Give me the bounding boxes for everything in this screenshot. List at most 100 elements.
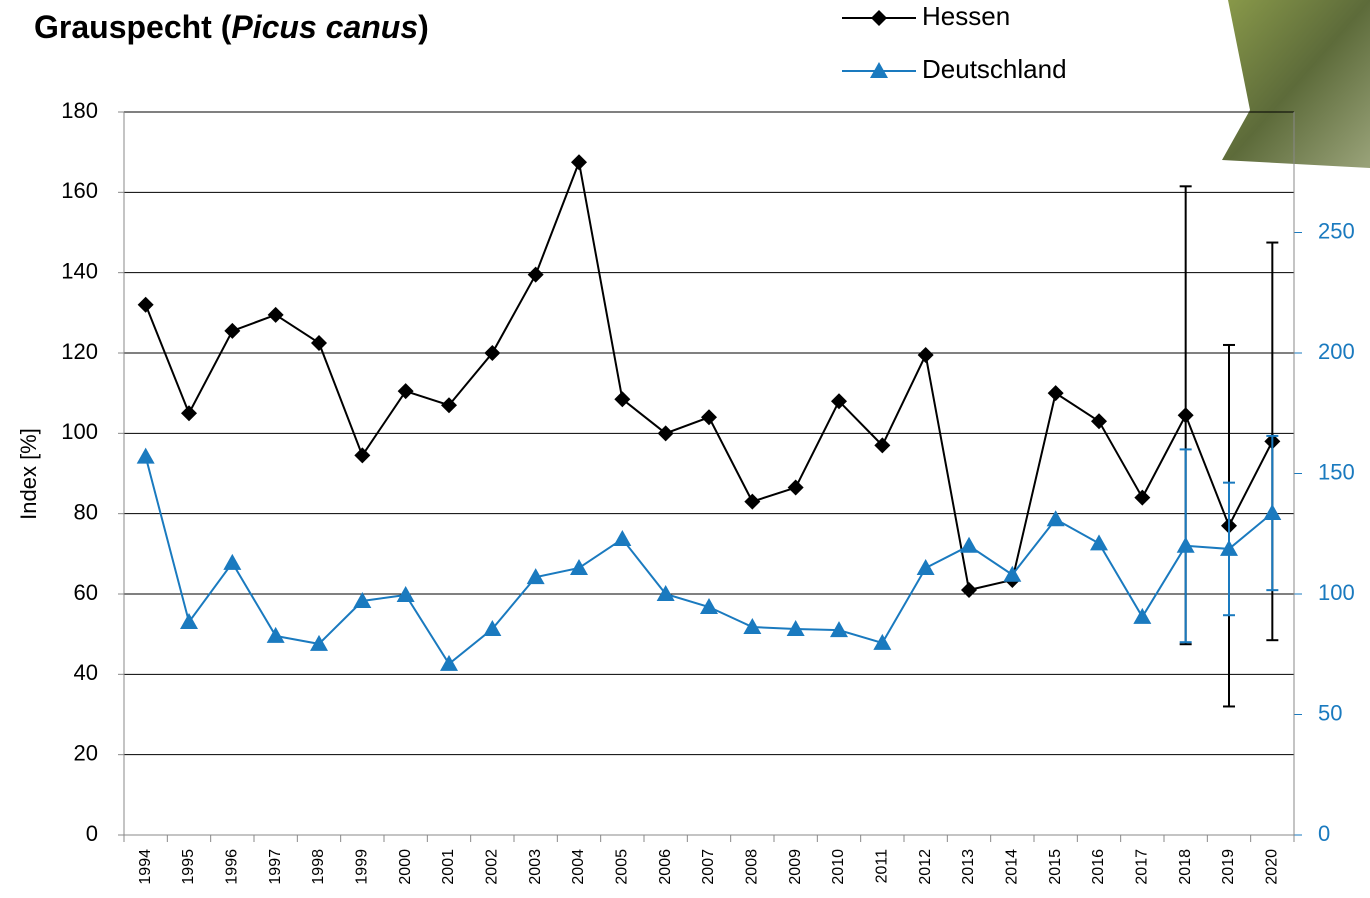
y-axis-label: Index [%] — [16, 428, 41, 520]
marker — [1133, 607, 1152, 624]
series-line — [144, 158, 1274, 592]
legend-label: Deutschland — [922, 54, 1067, 84]
y-tick-label: 60 — [74, 580, 98, 605]
x-tick-label: 2014 — [1004, 849, 1021, 885]
x-tick-label: 2015 — [1047, 849, 1064, 885]
x-tick-label: 2010 — [830, 849, 847, 885]
x-tick-label: 1998 — [310, 849, 327, 885]
y2-tick-label: 200 — [1318, 339, 1355, 364]
x-tick-label: 2003 — [527, 849, 544, 885]
x-tick-label: 2018 — [1177, 849, 1194, 885]
marker — [397, 383, 414, 400]
marker — [1263, 504, 1282, 521]
marker — [1090, 534, 1108, 551]
x-tick-label: 2019 — [1220, 849, 1237, 885]
marker — [137, 296, 154, 313]
marker — [786, 619, 805, 636]
marker — [1134, 489, 1151, 506]
x-tick-label: 1996 — [224, 849, 241, 885]
marker — [614, 391, 631, 408]
marker — [441, 397, 457, 414]
title-part: Grauspecht ( — [34, 9, 232, 45]
marker — [961, 581, 977, 598]
marker — [701, 409, 717, 426]
y2-tick-label: 100 — [1318, 580, 1355, 605]
x-tick-label: 2004 — [570, 849, 587, 885]
y2-tick-label: 0 — [1318, 821, 1330, 846]
series-line — [144, 456, 1273, 666]
marker — [136, 447, 155, 464]
marker — [181, 405, 197, 422]
marker — [1047, 385, 1064, 402]
y-tick-label: 180 — [61, 98, 98, 123]
marker — [830, 621, 848, 638]
x-tick-label: 2008 — [744, 849, 761, 885]
x-tick-label: 1995 — [180, 849, 197, 885]
y-tick-label: 120 — [61, 339, 98, 364]
marker — [743, 618, 762, 635]
marker — [916, 558, 935, 575]
marker — [396, 585, 415, 602]
marker — [570, 558, 588, 575]
y-tick-label: 80 — [74, 499, 98, 524]
marker — [310, 634, 328, 651]
x-tick-label: 2009 — [787, 849, 804, 885]
marker — [571, 154, 587, 171]
marker — [744, 493, 761, 510]
marker — [656, 585, 675, 601]
marker — [266, 626, 285, 643]
y-tick-label: 0 — [86, 821, 98, 846]
x-tick-label: 2000 — [397, 849, 414, 885]
marker — [1091, 413, 1107, 430]
marker — [700, 598, 718, 615]
marker — [354, 447, 371, 464]
marker — [526, 568, 545, 585]
marker — [831, 393, 847, 410]
marker — [960, 536, 978, 553]
y-tick-label: 20 — [74, 740, 98, 765]
marker — [224, 322, 241, 339]
marker — [613, 530, 632, 547]
marker — [1177, 407, 1194, 424]
marker — [917, 347, 934, 364]
marker — [787, 479, 804, 496]
y-tick-label: 160 — [61, 178, 98, 203]
marker — [267, 306, 284, 323]
x-tick-label: 2011 — [874, 849, 891, 884]
bird-photo — [1222, 0, 1370, 168]
y2-tick-label: 50 — [1318, 700, 1342, 725]
legend-label: Hessen — [922, 1, 1010, 31]
x-tick-label: 2016 — [1090, 849, 1107, 885]
marker — [483, 619, 502, 636]
chart-title: Grauspecht (Picus canus) — [34, 9, 429, 45]
y-tick-label: 100 — [61, 419, 98, 444]
x-tick-label: 2017 — [1134, 849, 1151, 885]
title-part: Picus canus — [231, 9, 418, 45]
x-tick-label: 2006 — [657, 849, 674, 885]
legend-marker — [870, 62, 888, 78]
x-tick-label: 2012 — [917, 849, 934, 885]
x-tick-label: 1994 — [137, 849, 154, 885]
x-tick-label: 2020 — [1264, 849, 1281, 885]
x-tick-label: 2002 — [484, 849, 501, 885]
x-tick-label: 1999 — [354, 849, 371, 885]
marker — [484, 345, 501, 361]
x-tick-label: 2007 — [700, 849, 717, 885]
x-tick-label: 2013 — [960, 849, 977, 885]
y-tick-label: 40 — [74, 660, 98, 685]
y2-tick-label: 250 — [1318, 218, 1355, 243]
marker — [1046, 510, 1065, 527]
marker — [873, 633, 892, 650]
y-tick-label: 140 — [61, 258, 98, 283]
marker — [180, 612, 198, 629]
marker — [1220, 539, 1238, 556]
marker — [874, 437, 891, 454]
y2-tick-label: 150 — [1318, 459, 1355, 484]
marker — [657, 425, 674, 442]
marker — [1176, 536, 1195, 553]
marker — [527, 266, 544, 283]
marker — [440, 654, 458, 671]
x-tick-label: 2005 — [614, 849, 631, 885]
legend-marker — [871, 10, 887, 26]
